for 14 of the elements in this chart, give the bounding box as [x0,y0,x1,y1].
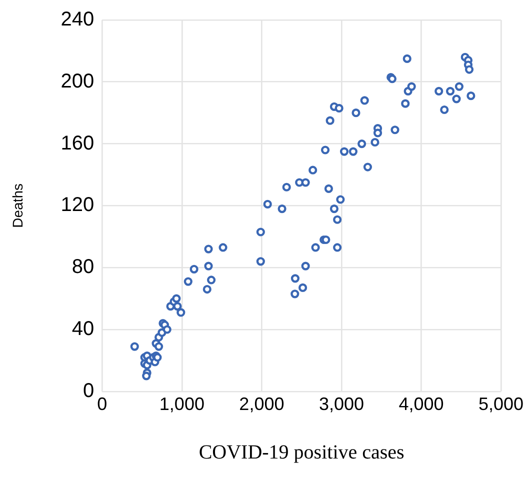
x-axis-title: COVID-19 positive cases [198,441,405,464]
y-tick-label: 240 [60,8,94,31]
x-tick-label: 5,000 [478,394,524,414]
x-tick-label: 2,000 [239,394,284,414]
y-axis-title: Deaths [9,184,26,228]
y-tick-label: 160 [60,132,94,154]
y-tick-label: 120 [60,194,94,216]
x-tick-label: 1,000 [159,394,204,414]
y-tick-label: 40 [72,318,94,340]
y-tick-label: 80 [72,256,94,278]
x-tick-label: 4,000 [398,394,444,414]
x-tick-label: 0 [97,394,108,414]
y-tick-label: 200 [60,70,94,92]
x-tick-label: 3,000 [318,394,364,414]
